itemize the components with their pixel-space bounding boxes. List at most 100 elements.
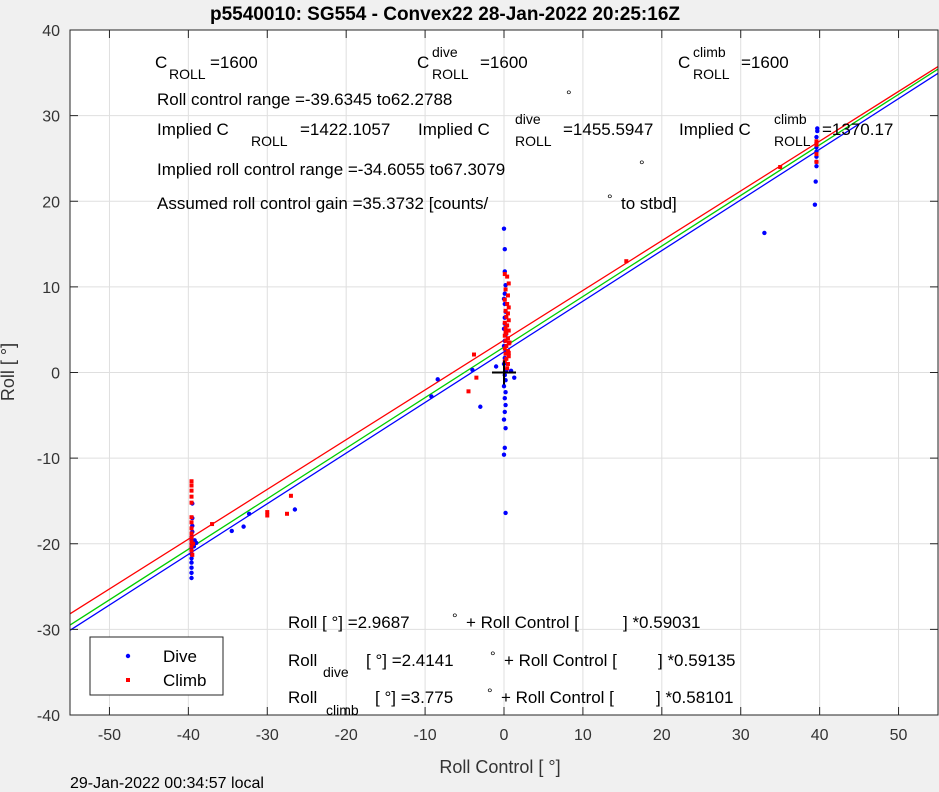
c-roll-dive-sup: dive bbox=[432, 44, 458, 60]
dive-point bbox=[189, 570, 194, 576]
implied-c-roll-climb-main: Implied C bbox=[679, 120, 751, 139]
dive-point bbox=[189, 575, 194, 581]
dive-point bbox=[814, 134, 819, 140]
dive-point bbox=[194, 540, 199, 546]
climb-point bbox=[505, 361, 510, 366]
y-tick-label: 0 bbox=[51, 366, 60, 383]
dive-point bbox=[478, 404, 483, 409]
dive-point bbox=[503, 389, 508, 395]
climb-point bbox=[265, 513, 270, 518]
dive-point bbox=[512, 375, 517, 380]
climb-point bbox=[503, 329, 508, 334]
climb-point bbox=[814, 139, 819, 144]
climb-point bbox=[814, 159, 819, 164]
dive-point bbox=[502, 291, 507, 296]
climb-point bbox=[505, 366, 510, 371]
dive-point bbox=[501, 226, 507, 231]
climb-point bbox=[505, 293, 510, 298]
fit-climb-main: Roll bbox=[288, 688, 317, 707]
dive-point bbox=[501, 417, 507, 422]
climb-point bbox=[189, 535, 194, 540]
climb-point bbox=[502, 320, 507, 325]
axis-ticks: -50 -40 -30 -20 -10 0 10 20 30 40 50 -40 -30 -20 -10 0 1… bbox=[37, 23, 938, 744]
data-points bbox=[189, 126, 820, 581]
dive-point bbox=[493, 364, 499, 369]
climb-point bbox=[506, 354, 511, 359]
climb-point bbox=[506, 350, 511, 355]
climb-point bbox=[503, 338, 508, 343]
y-tick-label: -30 bbox=[37, 622, 60, 639]
climb-point bbox=[506, 318, 511, 323]
y-tick-label: -20 bbox=[37, 537, 60, 554]
c-roll-climb-sup: climb bbox=[693, 44, 726, 60]
climb-point bbox=[189, 548, 194, 553]
gain-prefix: Assumed roll control gain =35.3732 [coun… bbox=[157, 194, 489, 213]
climb-point bbox=[189, 544, 194, 549]
origin-marker bbox=[492, 360, 516, 385]
dive-point bbox=[435, 377, 440, 382]
y-tick-label: -10 bbox=[37, 451, 60, 468]
c-roll-sub: ROLL bbox=[169, 66, 206, 82]
footer-timestamp: 29-Jan-2022 00:34:57 local bbox=[70, 775, 264, 792]
climb-point bbox=[505, 302, 510, 306]
dive-point bbox=[503, 425, 508, 431]
implied-c-roll-climb-value: =1370.17 bbox=[822, 120, 893, 139]
y-tick-label: 40 bbox=[42, 23, 60, 40]
climb-point bbox=[504, 343, 509, 348]
climb-point bbox=[814, 152, 819, 157]
climb-point bbox=[189, 515, 194, 520]
c-roll-dive-value: =1600 bbox=[480, 53, 528, 72]
implied-range: Implied roll control range =-34.6055 to6… bbox=[157, 160, 505, 179]
climb-point bbox=[504, 314, 509, 319]
degree-mark: ° bbox=[490, 648, 496, 664]
climb-point bbox=[466, 389, 471, 394]
x-tick-label: 0 bbox=[500, 727, 509, 744]
dive-point bbox=[812, 202, 818, 207]
degree-mark: ° bbox=[639, 157, 645, 173]
fit-climb-mid: + Roll Control [ bbox=[501, 688, 614, 707]
climb-point bbox=[472, 352, 477, 357]
climb-point bbox=[474, 375, 479, 380]
climb-point bbox=[189, 488, 194, 493]
climb-point bbox=[506, 305, 511, 310]
dive-point bbox=[189, 560, 194, 565]
implied-c-roll-dive-sup: dive bbox=[515, 111, 541, 127]
fit-dive-sub: dive bbox=[323, 664, 349, 680]
fit-dive-mid: + Roll Control [ bbox=[504, 651, 617, 670]
x-axis-label: Roll Control [ °] bbox=[439, 757, 560, 777]
y-tick-label: 30 bbox=[42, 109, 60, 126]
climb-point bbox=[189, 526, 194, 531]
dive-point bbox=[502, 409, 507, 415]
dive-point bbox=[762, 230, 767, 236]
legend: Dive Climb bbox=[89, 636, 224, 696]
climb-point bbox=[778, 165, 783, 169]
climb-point bbox=[502, 297, 507, 302]
degree-mark: ° bbox=[607, 191, 613, 207]
climb-point bbox=[814, 142, 819, 147]
degree-mark: ° bbox=[566, 87, 572, 103]
dive-point bbox=[503, 282, 508, 288]
degree-mark: ° bbox=[487, 685, 493, 701]
x-tick-label: 20 bbox=[653, 727, 671, 744]
implied-c-roll-main: Implied C bbox=[157, 120, 229, 139]
climb-point bbox=[189, 483, 194, 488]
dive-point bbox=[502, 247, 507, 252]
climb-point bbox=[210, 522, 215, 527]
climb-point bbox=[288, 493, 293, 498]
legend-climb-marker bbox=[126, 678, 130, 682]
c-roll-dive-main: C bbox=[417, 53, 429, 72]
x-tick-label: -40 bbox=[177, 727, 200, 744]
dive-point bbox=[503, 402, 508, 408]
gain-suffix: to stbd] bbox=[621, 194, 677, 213]
dive-point bbox=[503, 510, 508, 516]
climb-point bbox=[505, 311, 510, 316]
climb-point bbox=[503, 351, 508, 356]
climb-point bbox=[505, 274, 510, 279]
fit-dive-main: Roll bbox=[288, 651, 317, 670]
dive-point bbox=[813, 179, 818, 184]
fit-dive-lead: [ °] =2.4141 bbox=[366, 651, 454, 670]
c-roll-main: C bbox=[155, 53, 167, 72]
x-tick-label: -20 bbox=[335, 727, 358, 744]
fit-dive-tail: ] *0.59135 bbox=[658, 651, 736, 670]
